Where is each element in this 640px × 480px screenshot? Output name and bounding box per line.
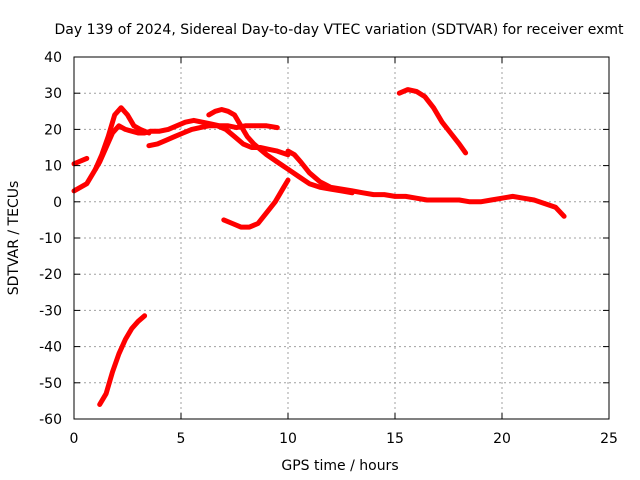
y-tick-label: 30 (44, 86, 62, 102)
axis-ticks: -60 -50 -40 -30 -20 -10 0 10 20 30 40 0 5 10 15 20 25 (39, 50, 618, 447)
x-tick-label: 5 (177, 431, 186, 447)
y-tick-label: 0 (53, 195, 62, 211)
y-tick-label: -30 (39, 303, 62, 319)
series-arc-2 (71, 155, 90, 167)
y-tick-label: -60 (39, 412, 62, 428)
series-arc-4 (146, 123, 291, 158)
y-tick-label: -20 (39, 267, 62, 283)
x-tick-label: 15 (386, 431, 404, 447)
y-tick-label: -50 (39, 376, 62, 392)
x-tick-label: 0 (70, 431, 79, 447)
y-tick-label: 10 (44, 159, 62, 175)
series-arc-7 (221, 177, 291, 230)
series-arc-8 (396, 87, 469, 156)
y-tick-label: 40 (44, 50, 62, 66)
y-tick-label: 20 (44, 122, 62, 138)
x-tick-label: 25 (600, 431, 618, 447)
series-arc-5 (206, 107, 355, 196)
series-group (71, 87, 567, 407)
series-arc-3 (92, 105, 152, 172)
x-axis-label: GPS time / hours (281, 458, 398, 474)
y-tick-label: -10 (39, 231, 62, 247)
series-arc-9 (97, 313, 148, 407)
chart-title: Day 139 of 2024, Sidereal Day-to-day VTE… (55, 22, 625, 38)
x-tick-label: 20 (493, 431, 511, 447)
x-tick-label: 10 (279, 431, 297, 447)
y-tick-label: -40 (39, 340, 62, 356)
grid (74, 57, 609, 419)
series-arc-6 (285, 148, 567, 219)
y-axis-label: SDTVAR / TECUs (6, 181, 22, 296)
